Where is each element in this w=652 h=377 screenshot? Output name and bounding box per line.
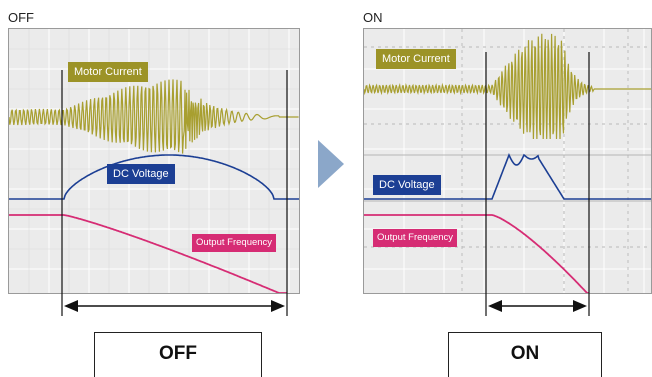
- on-arrowhead-left-icon: [488, 300, 502, 312]
- off-waveform-plot: [9, 29, 299, 293]
- on-motor-current-trace: [364, 33, 651, 140]
- off-mode-box: OFF: [94, 332, 262, 377]
- off-motor-current-label: Motor Current: [68, 62, 148, 82]
- off-arrowhead-right-icon: [271, 300, 285, 312]
- on-motor-current-label: Motor Current: [376, 49, 456, 69]
- off-output-frequency-label: Output Frequency: [192, 234, 277, 252]
- on-oscilloscope-panel: Motor Current DC Voltage Output Frequenc…: [363, 28, 652, 294]
- on-output-frequency-label: Output Frequency: [373, 229, 458, 247]
- off-arrowhead-left-icon: [64, 300, 78, 312]
- transition-arrow-icon: [318, 140, 344, 188]
- off-dc-voltage-trace: [9, 154, 299, 200]
- off-motor-current-trace: [9, 79, 299, 154]
- on-arrowhead-right-icon: [573, 300, 587, 312]
- off-output-frequency-trace: [9, 214, 287, 293]
- off-heading: OFF: [8, 10, 34, 25]
- on-mode-box: ON: [448, 332, 602, 377]
- off-dc-voltage-label: DC Voltage: [107, 164, 175, 184]
- off-oscilloscope-panel: Motor Current DC Voltage Output Frequenc…: [8, 28, 300, 294]
- on-dc-voltage-trace: [364, 152, 651, 200]
- on-dc-voltage-label: DC Voltage: [373, 175, 441, 195]
- on-output-frequency-trace: [364, 214, 589, 293]
- on-heading: ON: [363, 10, 383, 25]
